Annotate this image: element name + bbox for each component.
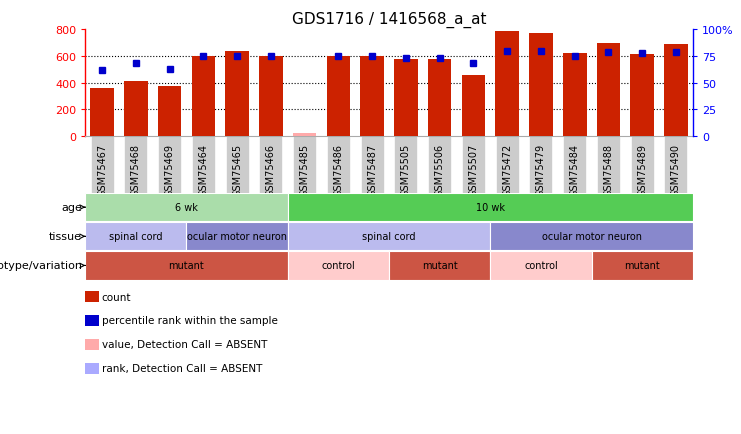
Bar: [225, 52, 249, 136]
Bar: [124, 81, 147, 136]
Text: spinal cord: spinal cord: [109, 232, 162, 242]
Bar: [563, 54, 586, 136]
Bar: [529, 34, 553, 136]
Bar: [191, 57, 215, 136]
Text: age: age: [62, 203, 82, 213]
Bar: [664, 45, 688, 136]
Bar: [591, 252, 693, 280]
Text: tissue: tissue: [49, 232, 82, 242]
Bar: [288, 194, 693, 222]
Bar: [288, 252, 389, 280]
Bar: [259, 57, 282, 136]
Bar: [293, 134, 316, 136]
Text: mutant: mutant: [625, 261, 660, 271]
Text: rank, Detection Call = ABSENT: rank, Detection Call = ABSENT: [102, 364, 262, 373]
Bar: [491, 223, 693, 251]
Text: 6 wk: 6 wk: [175, 203, 198, 213]
Text: genotype/variation: genotype/variation: [0, 261, 82, 271]
Bar: [85, 194, 288, 222]
Text: ocular motor neuron: ocular motor neuron: [542, 232, 642, 242]
Bar: [327, 57, 350, 136]
Bar: [85, 223, 187, 251]
Text: percentile rank within the sample: percentile rank within the sample: [102, 316, 277, 326]
Bar: [360, 57, 384, 136]
Bar: [389, 252, 491, 280]
Title: GDS1716 / 1416568_a_at: GDS1716 / 1416568_a_at: [292, 11, 486, 28]
Bar: [597, 43, 620, 136]
Bar: [462, 76, 485, 136]
Bar: [631, 55, 654, 136]
Text: mutant: mutant: [169, 261, 205, 271]
Bar: [90, 89, 114, 136]
Text: spinal cord: spinal cord: [362, 232, 416, 242]
Bar: [428, 59, 451, 136]
Text: value, Detection Call = ABSENT: value, Detection Call = ABSENT: [102, 340, 267, 349]
Bar: [394, 59, 418, 136]
Bar: [85, 252, 288, 280]
Bar: [187, 223, 288, 251]
Bar: [158, 87, 182, 136]
Text: ocular motor neuron: ocular motor neuron: [187, 232, 287, 242]
Text: mutant: mutant: [422, 261, 457, 271]
Text: 10 wk: 10 wk: [476, 203, 505, 213]
Text: count: count: [102, 292, 131, 302]
Bar: [491, 252, 591, 280]
Text: control: control: [524, 261, 558, 271]
Text: control: control: [322, 261, 355, 271]
Bar: [288, 223, 491, 251]
Bar: [495, 32, 519, 136]
